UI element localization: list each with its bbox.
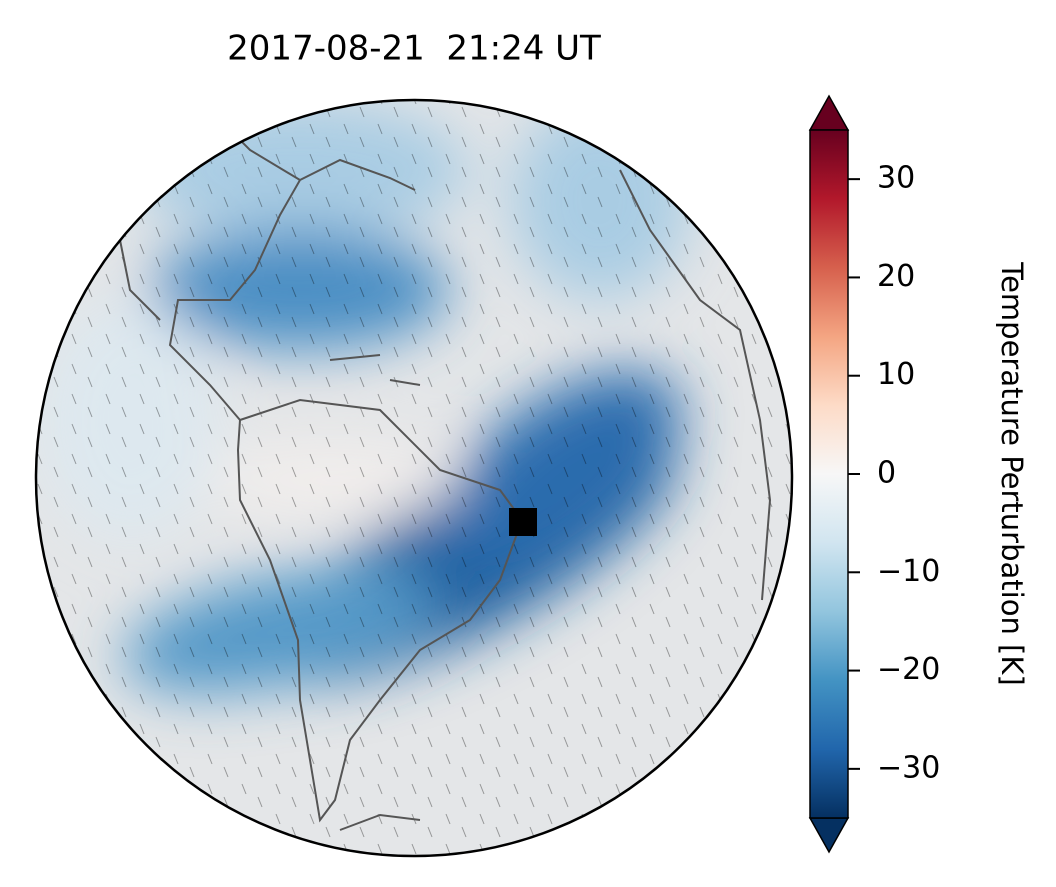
colorbar-label: Temperature Perturbation [K] (995, 261, 1029, 685)
wind-ticks (36, 100, 792, 856)
location-marker (509, 508, 537, 536)
colorbar-tick-label: −30 (877, 750, 940, 785)
colorbar-extend-max (808, 94, 850, 131)
colorbar-tick-label: −10 (877, 554, 940, 589)
colorbar-scale (809, 129, 849, 819)
colorbar-tick-label: −20 (877, 652, 940, 687)
map-title: 2017-08-21 21:24 UT (227, 29, 601, 69)
colorbar-extend-min (808, 817, 850, 854)
colorbar-tick-label: 10 (877, 357, 915, 392)
colorbar-tick-label: 20 (877, 259, 915, 294)
coastlines (119, 109, 772, 831)
globe (36, 100, 792, 856)
globe-outline (34, 98, 794, 858)
colorbar-tick-label: 0 (877, 456, 896, 491)
colorbar-tick-label: 30 (877, 161, 915, 196)
colorbar (808, 94, 850, 854)
